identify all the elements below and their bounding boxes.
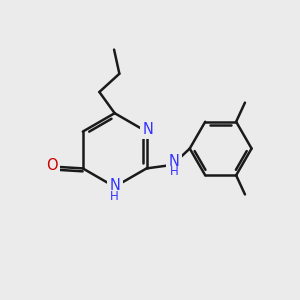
Text: O: O [46,158,58,173]
Text: N: N [109,178,120,193]
Text: N: N [142,122,153,137]
Text: H: H [110,190,119,203]
Text: N: N [169,154,180,169]
Text: H: H [170,165,178,178]
